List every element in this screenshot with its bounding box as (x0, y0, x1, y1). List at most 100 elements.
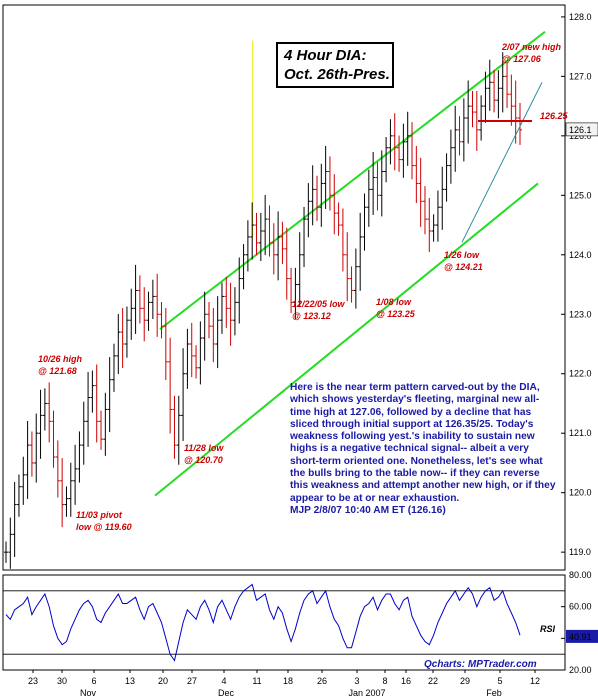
price-tick-label: 123.0 (569, 309, 592, 319)
x-month-label: Feb (486, 688, 502, 698)
ohlc-bar (194, 345, 199, 379)
annotation-11-28-low-line-1: 11/28 low (184, 443, 224, 453)
ohlc-bar (211, 308, 216, 363)
rsi-tick-label: 60.00 (569, 602, 592, 612)
chart-title-line-2: Oct. 26th-Pres. (284, 66, 390, 83)
ohlc-bar (271, 223, 276, 275)
ohlc-bar (492, 70, 497, 113)
commentary-signature: MJP 2/8/07 10:40 AM ET (126.16) (290, 504, 446, 516)
ohlc-bar (258, 212, 263, 262)
ohlc-bar (435, 190, 440, 242)
ohlc-bar (518, 102, 522, 146)
ohlc-bar (263, 195, 268, 256)
ohlc-bar (284, 227, 289, 300)
price-frame (2, 4, 566, 571)
ohlc-bar (129, 288, 134, 340)
ohlc-bar (353, 248, 358, 309)
chart-title-line-1: 4 Hour DIA: (284, 47, 367, 64)
x-tick-label: 8 (382, 676, 387, 686)
rsi-line (5, 583, 521, 662)
ohlc-bar (254, 212, 259, 256)
ohlc-bar (457, 116, 462, 156)
ohlc-bar (358, 212, 363, 291)
ohlc-bar (94, 364, 99, 443)
ohlc-bar (371, 151, 376, 215)
channel-upper-line (159, 30, 546, 330)
ohlc-bar (116, 313, 121, 375)
ohlc-bar (375, 162, 380, 211)
ohlc-bar (4, 541, 8, 563)
ohlc-bar (107, 357, 112, 433)
ohlc-bar (505, 62, 510, 108)
price-tick-label: 122.0 (569, 369, 592, 379)
ohlc-bar (401, 123, 406, 178)
last-price-label: 126.1 (569, 125, 592, 135)
annotation-10-26-high-line-1: 10/26 high (38, 354, 83, 364)
x-tick-label: 29 (460, 676, 470, 686)
ohlc-bar (185, 328, 190, 389)
x-tick-label: 26 (317, 676, 327, 686)
ohlc-bar (155, 273, 160, 337)
ohlc-bar (189, 322, 194, 378)
ohlc-bar (319, 163, 324, 227)
ohlc-bar (427, 197, 432, 253)
ohlc-bar (224, 276, 229, 328)
ohlc-bar (163, 308, 168, 380)
ohlc-bar (410, 122, 415, 180)
annotation-11-28-low-line-2: @ 120.70 (184, 455, 223, 465)
ohlc-bar (414, 145, 419, 204)
ohlc-bar (479, 95, 484, 141)
ohlc-bar (336, 202, 341, 236)
ohlc-bar (405, 111, 410, 166)
ohlc-bar (340, 208, 345, 272)
ohlc-bar (314, 175, 319, 221)
ohlc-bar (232, 287, 237, 336)
ohlc-bar (379, 150, 384, 217)
ohlc-bar (466, 80, 471, 144)
ohlc-bar (172, 395, 177, 459)
ohlc-bar (159, 302, 164, 339)
ohlc-bar (366, 169, 371, 227)
ohlc-bar (103, 392, 108, 456)
price-tick-label: 119.0 (569, 547, 591, 557)
x-tick-label: 20 (158, 676, 168, 686)
price-tick-label: 127.0 (569, 71, 592, 81)
ohlc-bar (51, 410, 56, 468)
annotation-11-03-pivot-line-1: 11/03 pivot (76, 510, 123, 520)
annotation-1-08-low-line-2: @ 123.25 (376, 309, 416, 319)
ohlc-bar (8, 517, 13, 569)
ohlc-bar (306, 183, 311, 238)
ohlc-bar (142, 287, 147, 342)
ohlc-bar (81, 401, 86, 465)
ohlc-bar (207, 302, 212, 339)
x-month-label: Dec (218, 688, 235, 698)
ohlc-bar (38, 389, 43, 459)
ohlc-bar (60, 458, 65, 528)
rising-trend-line (461, 82, 543, 243)
x-tick-label: 4 (221, 676, 226, 686)
x-tick-label: 22 (428, 676, 438, 686)
ohlc-bar (474, 90, 479, 152)
annotation-11-03-pivot-line-2: low @ 119.60 (76, 522, 132, 532)
ohlc-bar (289, 267, 294, 314)
ohlc-bar (310, 165, 315, 226)
x-tick-label: 6 (91, 676, 96, 686)
ohlc-bar (362, 193, 367, 251)
ohlc-bar (267, 205, 272, 257)
x-tick-label: 12 (530, 676, 540, 686)
ohlc-bar (483, 71, 488, 123)
annotation-12-22-low-line-2: @ 123.12 (292, 311, 331, 321)
ohlc-bar (146, 291, 151, 331)
ohlc-bar (77, 431, 82, 483)
ohlc-bar (470, 90, 475, 128)
ohlc-bar (332, 174, 337, 235)
ohlc-bar (150, 279, 155, 320)
x-tick-label: 23 (28, 676, 38, 686)
price-tick-label: 125.0 (569, 190, 592, 200)
x-tick-label: 3 (354, 676, 359, 686)
x-tick-label: 30 (57, 676, 67, 686)
ohlc-bar (228, 282, 233, 346)
ohlc-bar (99, 410, 104, 450)
